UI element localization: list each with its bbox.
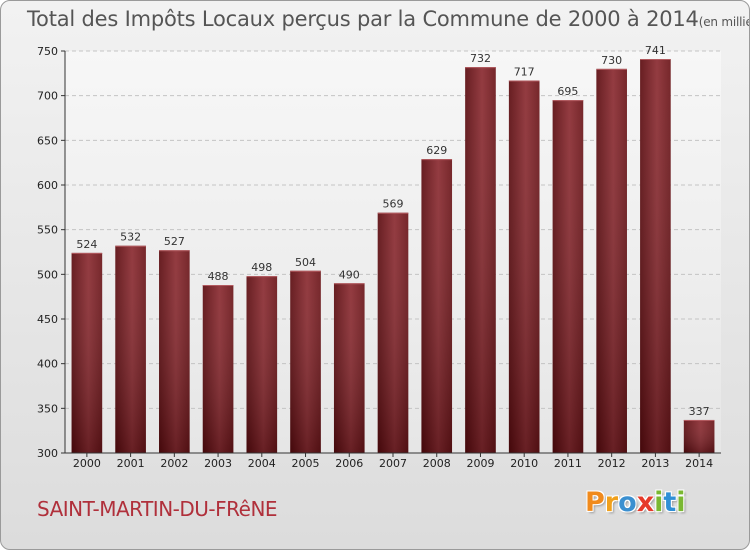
bar-shade	[333, 283, 365, 453]
y-tick-label: 700	[37, 90, 58, 103]
bar-shade	[246, 276, 278, 453]
bar-shade	[290, 270, 321, 453]
bar-value-label: 490	[339, 268, 360, 281]
y-tick-label: 300	[37, 447, 58, 460]
x-tick-label: 2012	[598, 457, 626, 470]
y-tick-label: 650	[37, 134, 58, 147]
bar-value-label: 730	[601, 54, 622, 67]
bar-shade	[596, 68, 627, 453]
bar-shade	[71, 252, 103, 453]
y-tick-label: 500	[37, 268, 58, 281]
bar-value-label: 717	[514, 65, 535, 78]
brand-letter: P	[585, 487, 605, 518]
bar-shade	[202, 285, 234, 453]
x-tick-label: 2011	[554, 457, 582, 470]
bar-shade	[465, 67, 496, 453]
x-tick-label: 2003	[204, 457, 232, 470]
bar-shade	[683, 419, 715, 453]
x-tick-label: 2008	[423, 457, 451, 470]
bar-value-label: 524	[76, 238, 97, 251]
bars: 524 532 527 488 498 504 490 569 629 732 717 695 730 7…	[71, 44, 715, 454]
x-tick-label: 2014	[685, 457, 713, 470]
bar-shade	[159, 250, 190, 453]
x-tick-label: 2007	[379, 457, 407, 470]
bar-shade	[552, 100, 584, 453]
x-tick-label: 2013	[641, 457, 669, 470]
x-tick-label: 2010	[510, 457, 538, 470]
bar-value-label: 488	[208, 270, 229, 283]
brand-letter: i	[654, 487, 664, 518]
title-text: Total des Impôts Locaux perçus par la Co…	[27, 7, 699, 31]
commune-name: SAINT-MARTIN-DU-FRêNE	[37, 497, 278, 521]
brand-letter: x	[636, 487, 655, 518]
y-tick-label: 400	[37, 358, 58, 371]
bar-value-label: 741	[645, 44, 666, 57]
y-tick-label: 750	[37, 45, 58, 58]
y-axis: 300 350 400 450 500 550 600 650 700 750	[37, 45, 66, 460]
x-tick-label: 2005	[292, 457, 320, 470]
bar-value-label: 532	[120, 231, 141, 244]
bar-value-label: 629	[426, 144, 447, 157]
bar-value-label: 337	[689, 405, 710, 418]
x-tick-label: 2009	[466, 457, 494, 470]
bar-shade	[640, 59, 671, 453]
bar-value-label: 527	[164, 235, 185, 248]
brand-letter: t	[663, 487, 677, 518]
y-tick-label: 350	[37, 402, 58, 415]
y-tick-label: 450	[37, 313, 58, 326]
bar-shade	[115, 245, 146, 453]
bar-value-label: 695	[557, 85, 578, 98]
y-tick-label: 600	[37, 179, 58, 192]
bar-value-label: 732	[470, 52, 491, 65]
bar-shade	[377, 212, 409, 453]
x-tick-label: 2001	[117, 457, 145, 470]
bar-shade	[421, 159, 453, 454]
chart-title: Total des Impôts Locaux perçus par la Co…	[27, 7, 749, 31]
x-tick-label: 2002	[160, 457, 188, 470]
y-tick-label: 550	[37, 224, 58, 237]
brand-letter: r	[604, 487, 619, 518]
title-unit: (en milliers d'€)	[698, 15, 749, 29]
bar-value-label: 504	[295, 256, 316, 269]
brand-letter: o	[618, 487, 637, 518]
x-axis: 2000 2001 2002 2003 2004 2005 2006 2007 2008 2009…	[65, 452, 721, 470]
bar-shade	[508, 80, 540, 453]
brand-letter: i	[676, 487, 686, 518]
x-tick-label: 2000	[73, 457, 101, 470]
bar-value-label: 569	[383, 198, 404, 211]
proxiti-logo: Proxiti	[585, 487, 686, 518]
bar-value-label: 498	[251, 261, 272, 274]
x-tick-label: 2006	[335, 457, 363, 470]
x-tick-label: 2004	[248, 457, 276, 470]
